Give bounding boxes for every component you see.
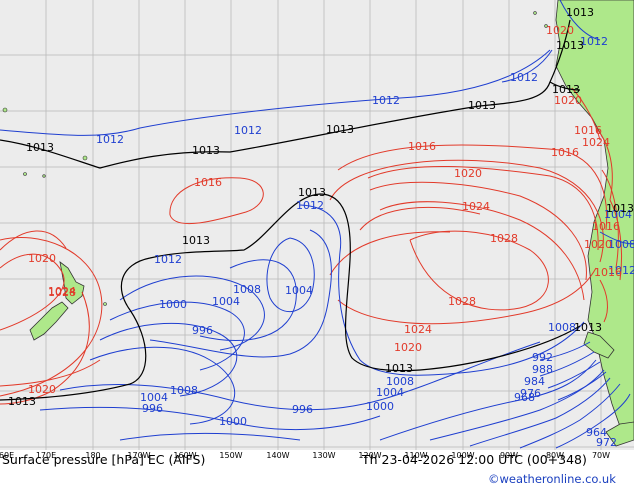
isobar-label: 1013 (8, 395, 36, 408)
isobar-label: 1013 (192, 144, 220, 157)
isobar-label: 1020 (584, 238, 612, 251)
isobar-label: 1012 (372, 94, 400, 107)
isobar-label: 1016 (592, 220, 620, 233)
south-america-landmass (555, 0, 634, 433)
isobar-label: 988 (532, 363, 553, 376)
lon-label: 90W (500, 451, 518, 460)
isobar-label: 1008 (608, 238, 634, 251)
lon-label: 130W (312, 451, 335, 460)
lon-label: 100W (451, 451, 474, 460)
isobar-label: 1020 (554, 94, 582, 107)
isobar-label: 1020 (394, 341, 422, 354)
lon-label: 150W (219, 451, 242, 460)
isobar-label: 1013 (298, 186, 326, 199)
chart-title: Surface pressure [hPa] EC (AIFS) (2, 452, 206, 467)
isobar-label: 1012 (96, 133, 124, 146)
isobar-label: 1024 (462, 200, 490, 213)
isobar-label: 1016 (551, 146, 579, 159)
lon-label: 120W (358, 451, 381, 460)
valid-time: Th 23-04-2026 12:00 UTC (00+348) (362, 452, 587, 467)
isobar-label: 1020 (28, 252, 56, 265)
tierra-del-fuego (583, 331, 615, 359)
isobar-label: 1008 (170, 384, 198, 397)
isobar-label: 1013 (566, 6, 594, 19)
isobar-label: 1008 (548, 321, 576, 334)
isobar-label: 1024 (48, 285, 76, 298)
isobar-label: 964 (586, 426, 607, 439)
isobar-label: 1000 (366, 400, 394, 413)
land (29, 0, 634, 447)
isobar-label: 1016 (574, 124, 602, 137)
isobar-label: 1012 (154, 253, 182, 266)
isobar-label: 1000 (219, 415, 247, 428)
isobar-label: 984 (524, 375, 545, 388)
isobar-label: 968 (514, 391, 535, 404)
isobar-label: 1004 (604, 208, 632, 221)
antarctic-peninsula-tip (605, 421, 634, 447)
isobar-label: 1008 (386, 375, 414, 388)
isobar-label: 1012 (296, 199, 324, 212)
blue-isobars (0, 0, 634, 449)
longitude-axis: 160E 170E 180 170W 160W 150W 140W 130W 1… (0, 451, 610, 460)
islands (2, 11, 548, 306)
isobar-label: 1004 (376, 386, 404, 399)
isobar-label: 996 (142, 402, 163, 415)
red-isobars (0, 87, 622, 405)
isobar-label: 972 (596, 436, 617, 449)
isobar-label: 1028 (48, 286, 76, 299)
isobar-label: 1012 (608, 264, 634, 277)
isobar-label: 1020 (546, 24, 574, 37)
lon-label: 170E (36, 451, 56, 460)
lon-label: 70W (592, 451, 610, 460)
isobar-label: 1004 (285, 284, 313, 297)
isobar-label: 996 (292, 403, 313, 416)
isobar-label: 1004 (140, 391, 168, 404)
isobar-label: 1008 (233, 283, 261, 296)
isobar-label: 1004 (212, 295, 240, 308)
isobar-label: 996 (192, 324, 213, 337)
isobar-label: 1013 (468, 99, 496, 112)
lon-label: 170W (127, 451, 150, 460)
isobar-labels: 1012 1012 1012 1012 1012 1012 1012 1008 … (8, 6, 634, 449)
lon-label: 110W (404, 451, 427, 460)
isobar-label: 1028 (490, 232, 518, 245)
credit-link[interactable]: ©weatheronline.co.uk (488, 472, 616, 486)
isobar-label: 1012 (580, 35, 608, 48)
isobar-label: 1020 (28, 383, 56, 396)
isobar-label: 1013 (556, 39, 584, 52)
new-zealand-south-island (29, 301, 69, 341)
isobar-label: 1013 (182, 234, 210, 247)
lon-label: 140W (266, 451, 289, 460)
isobar-label: 1020 (454, 167, 482, 180)
isobar-label: 976 (520, 387, 541, 400)
isobar-label: 1013 (26, 141, 54, 154)
isobar-label: 1016 (194, 176, 222, 189)
isobar-label: 1013 (606, 202, 634, 215)
isobar-label: 1013 (385, 362, 413, 375)
isobar-label: 1000 (159, 298, 187, 311)
ocean-background (0, 0, 634, 450)
isobar-label: 992 (532, 351, 553, 364)
lon-label: 80W (546, 451, 564, 460)
isobar-label: 1024 (404, 323, 432, 336)
isobar-label: 1012 (510, 71, 538, 84)
isobar-label: 1016 (594, 266, 622, 279)
isobar-label: 1013 (326, 123, 354, 136)
lon-label: 160E (0, 451, 14, 460)
isobar-label: 1024 (582, 136, 610, 149)
lon-label: 180 (85, 451, 100, 460)
isobar-label: 1028 (448, 295, 476, 308)
isobar-label: 1013 (552, 83, 580, 96)
new-zealand-north-island (59, 261, 85, 305)
black-isobars (0, 19, 581, 401)
lon-label: 160W (173, 451, 196, 460)
isobar-label: 1012 (234, 124, 262, 137)
isobar-label: 1016 (408, 140, 436, 153)
isobar-label: 1013 (574, 321, 602, 334)
